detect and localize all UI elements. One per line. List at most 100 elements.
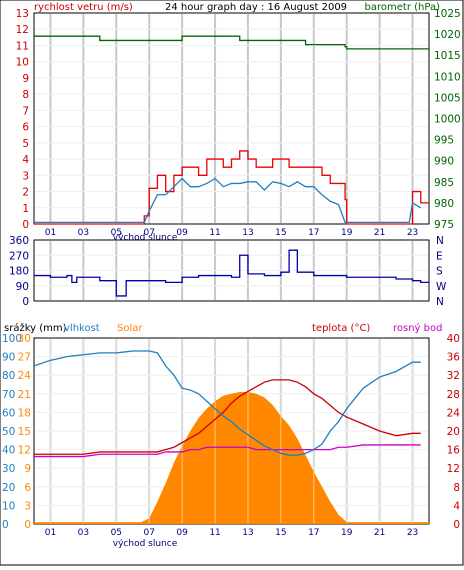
pressure-line bbox=[34, 35, 429, 50]
x-tick-label: 13 bbox=[242, 228, 253, 238]
dewpoint-line bbox=[34, 444, 421, 458]
y-tick-label: 0 bbox=[22, 296, 29, 308]
y-tick-rain: 3 bbox=[24, 500, 31, 512]
y-tick-label: 980 bbox=[434, 198, 454, 210]
y-tick-label: 8 bbox=[453, 482, 460, 494]
y-tick-label: 1005 bbox=[434, 92, 461, 104]
y-tick-rain: 9 bbox=[24, 463, 31, 475]
x-tick-label: 07 bbox=[143, 228, 154, 238]
humidity-line bbox=[33, 350, 421, 456]
panel-3-series bbox=[33, 339, 429, 524]
y-tick-label: N bbox=[436, 235, 444, 247]
panel-1-series bbox=[34, 35, 429, 225]
panel-1-x-ticks: 01 03 05 07 09 11 13 15 17 19 21 23 bbox=[45, 228, 419, 238]
y-tick-label: 8 bbox=[22, 89, 29, 101]
y-tick-humidity: 0 bbox=[2, 519, 9, 531]
x-tick-label: 15 bbox=[275, 528, 286, 538]
sunrise-label-3: východ slunce bbox=[113, 539, 178, 549]
y-tick-label: 24 bbox=[447, 407, 461, 419]
legend-humidity: vlhkost bbox=[64, 323, 100, 334]
panel-2-left-ticks: 0 90 180 270 360 bbox=[9, 235, 29, 308]
y-tick-label: E bbox=[436, 250, 443, 262]
x-tick-label: 21 bbox=[374, 228, 385, 238]
y-tick-label: S bbox=[436, 266, 443, 278]
solar-area bbox=[34, 391, 429, 524]
y-tick-label: 180 bbox=[9, 266, 29, 278]
x-tick-label: 05 bbox=[111, 228, 122, 238]
x-tick-label: 17 bbox=[308, 528, 319, 538]
sunrise-label-1: východ slunce bbox=[113, 233, 178, 243]
y-tick-label: 985 bbox=[434, 177, 454, 189]
y-tick-rain: 21 bbox=[18, 389, 31, 401]
y-tick-humidity: 50 bbox=[2, 426, 15, 438]
wind-gust-line bbox=[34, 150, 429, 225]
x-tick-label: 01 bbox=[45, 528, 56, 538]
y-tick-label: 1010 bbox=[434, 71, 461, 83]
panel-3-right-ticks: 0 4 8 12 16 20 24 28 32 36 40 bbox=[447, 333, 461, 531]
x-tick-label: 13 bbox=[242, 528, 253, 538]
y-tick-label: 990 bbox=[434, 156, 454, 168]
y-tick-humidity: 30 bbox=[2, 463, 15, 475]
panel-1-right-ticks: 975 980 985 990 995 1000 1005 1010 1015 1020 1025 bbox=[434, 8, 461, 231]
y-tick-label: 975 bbox=[434, 219, 454, 231]
x-tick-label: 23 bbox=[407, 228, 418, 238]
y-tick-humidity: 60 bbox=[2, 407, 15, 419]
y-tick-label: 0 bbox=[22, 219, 29, 231]
y-tick-label: 13 bbox=[16, 8, 29, 20]
y-tick-humidity: 40 bbox=[2, 445, 15, 457]
y-tick-label: 1 bbox=[22, 203, 29, 215]
chart-title: 24 hour graph day : 16 August 2009 bbox=[165, 2, 347, 13]
y-tick-label: N bbox=[436, 296, 444, 308]
panel-1-frame bbox=[33, 12, 430, 225]
y-tick-label: 4 bbox=[453, 500, 460, 512]
y-tick-label: 40 bbox=[447, 333, 460, 345]
wind-average-line bbox=[34, 177, 422, 224]
x-tick-label: 09 bbox=[176, 528, 188, 538]
temperature-line bbox=[34, 379, 421, 455]
x-tick-label: 21 bbox=[374, 528, 385, 538]
y-tick-rain: 30 bbox=[18, 333, 31, 345]
ylabel-pressure: barometr (hPa) bbox=[365, 2, 441, 13]
y-tick-label: 6 bbox=[22, 122, 29, 134]
y-tick-humidity: 100 bbox=[2, 333, 22, 345]
panel-2-grid bbox=[35, 241, 428, 300]
y-tick-label: 9 bbox=[22, 73, 29, 85]
y-tick-humidity: 70 bbox=[2, 389, 15, 401]
y-tick-label: 7 bbox=[22, 105, 29, 117]
x-tick-label: 19 bbox=[341, 528, 353, 538]
y-tick-label: 360 bbox=[9, 235, 29, 247]
y-tick-label: 20 bbox=[447, 426, 460, 438]
y-tick-label: 2 bbox=[22, 187, 29, 199]
legend-rain: srážky (mm) bbox=[4, 322, 67, 334]
y-tick-label: 16 bbox=[447, 445, 461, 457]
x-tick-label: 15 bbox=[275, 228, 286, 238]
y-tick-rain: 12 bbox=[18, 445, 31, 457]
x-tick-label: 17 bbox=[308, 228, 319, 238]
y-tick-label: 12 bbox=[16, 24, 29, 36]
y-tick-rain: 27 bbox=[18, 352, 31, 364]
y-tick-rain: 0 bbox=[24, 519, 31, 531]
y-tick-label: 11 bbox=[16, 40, 29, 52]
x-tick-label: 01 bbox=[45, 228, 56, 238]
x-tick-label: 23 bbox=[407, 528, 418, 538]
y-tick-label: 4 bbox=[22, 154, 29, 166]
y-tick-rain: 18 bbox=[18, 407, 31, 419]
y-tick-humidity: 20 bbox=[2, 482, 15, 494]
y-tick-label: 90 bbox=[16, 281, 29, 293]
y-tick-humidity: 10 bbox=[2, 500, 15, 512]
y-tick-label: 1015 bbox=[434, 50, 461, 62]
y-tick-label: 1000 bbox=[434, 114, 461, 126]
y-tick-label: 36 bbox=[447, 352, 461, 364]
x-tick-label: 03 bbox=[78, 228, 89, 238]
x-tick-label: 11 bbox=[209, 528, 220, 538]
y-tick-label: 10 bbox=[16, 57, 29, 69]
y-tick-label: 3 bbox=[22, 170, 29, 182]
y-tick-humidity: 80 bbox=[2, 370, 15, 382]
y-tick-label: W bbox=[436, 281, 447, 293]
panel-2-series bbox=[34, 249, 429, 297]
x-tick-label: 07 bbox=[143, 528, 154, 538]
